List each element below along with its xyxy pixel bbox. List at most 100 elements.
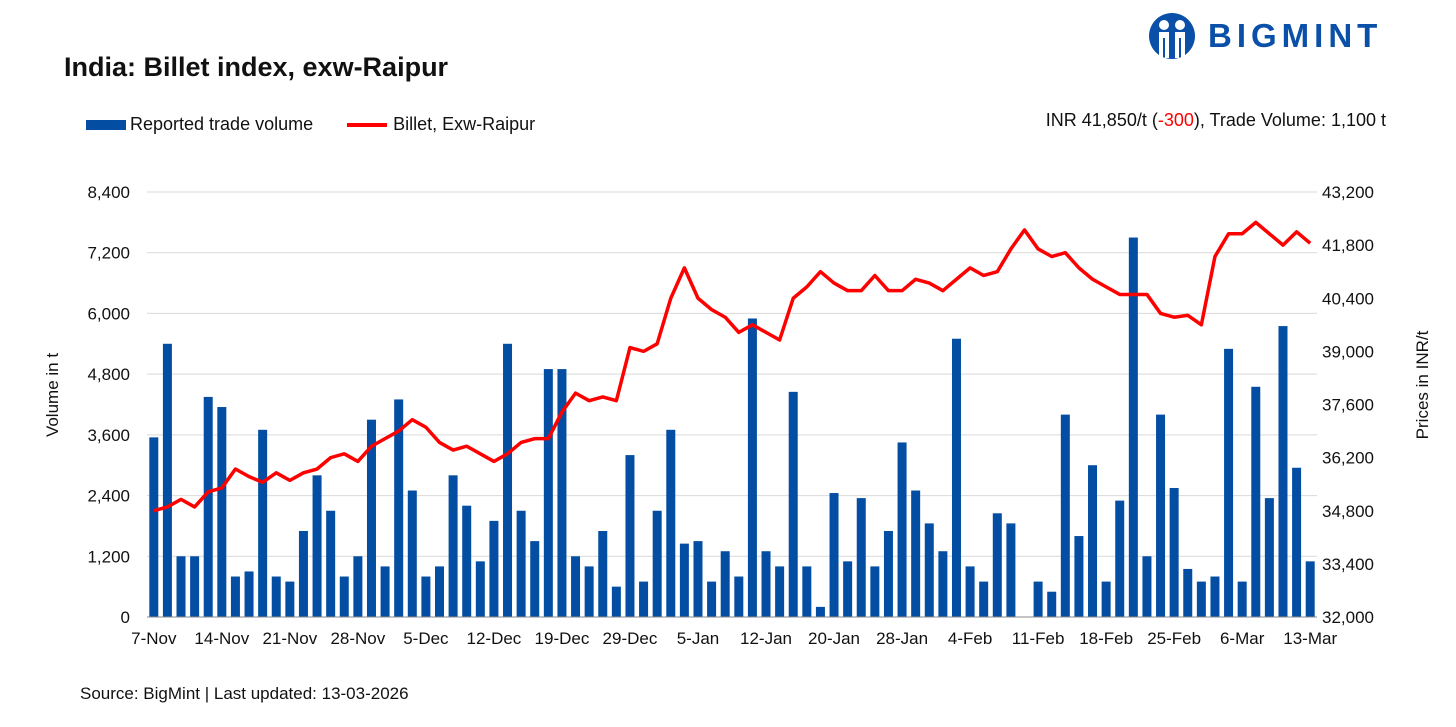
volume-bar	[625, 455, 635, 617]
y2-tick-label: 37,600	[1322, 396, 1374, 415]
volume-bar	[366, 419, 376, 617]
volume-bar	[1224, 348, 1234, 617]
volume-bar	[1156, 414, 1166, 617]
volume-bar	[1006, 523, 1016, 617]
volume-bar	[815, 606, 825, 617]
volume-bar	[475, 561, 485, 617]
y2-tick-label: 43,200	[1322, 183, 1374, 202]
y-axis-label: Volume in t	[43, 353, 62, 437]
volume-bar	[911, 490, 921, 617]
x-tick-label: 21-Nov	[262, 629, 317, 648]
volume-bar	[666, 429, 676, 617]
volume-bar	[298, 530, 308, 617]
y-tick-label: 1,200	[87, 547, 130, 566]
volume-bar	[1210, 576, 1220, 617]
x-tick-label: 28-Jan	[876, 629, 928, 648]
volume-bar	[230, 576, 240, 617]
volume-bar	[244, 571, 254, 617]
volume-bar	[176, 556, 186, 617]
y-tick-label: 6,000	[87, 304, 130, 323]
volume-bar	[1183, 568, 1193, 617]
volume-bar	[1251, 386, 1261, 617]
x-tick-label: 28-Nov	[330, 629, 385, 648]
legend: Reported trade volume Billet, Exw-Raipur	[86, 114, 535, 135]
x-tick-label: 20-Jan	[808, 629, 860, 648]
volume-bar	[162, 343, 172, 617]
volume-bar	[217, 407, 227, 617]
y2-axis-label: Prices in INR/t	[1413, 330, 1432, 439]
volume-bar	[394, 399, 404, 617]
price-summary: INR 41,850/t (-300), Trade Volume: 1,100…	[1046, 110, 1386, 131]
x-tick-label: 14-Nov	[194, 629, 249, 648]
volume-bar	[679, 543, 689, 617]
volume-bar	[802, 566, 812, 617]
x-tick-label: 7-Nov	[131, 629, 177, 648]
volume-bar	[1196, 581, 1206, 617]
volume-bar	[611, 586, 621, 617]
volume-bar	[707, 581, 717, 617]
volume-bar	[530, 541, 540, 617]
volume-bar	[339, 576, 349, 617]
volume-bar	[258, 429, 268, 617]
y2-tick-label: 36,200	[1322, 449, 1374, 468]
volume-bar	[1101, 581, 1111, 617]
x-tick-label: 5-Jan	[677, 629, 720, 648]
volume-bar	[407, 490, 417, 617]
volume-bar	[1088, 465, 1098, 617]
x-tick-label: 5-Dec	[403, 629, 449, 648]
volume-bar	[761, 551, 771, 617]
summary-prefix: INR 41,850/t (	[1045, 110, 1158, 130]
volume-bar	[1074, 536, 1084, 617]
volume-bar	[190, 556, 200, 617]
volume-bar	[652, 510, 662, 617]
x-tick-label: 12-Dec	[467, 629, 522, 648]
x-tick-label: 6-Mar	[1220, 629, 1265, 648]
volume-bar	[285, 581, 295, 617]
x-tick-label: 12-Jan	[740, 629, 792, 648]
chart-title: India: Billet index, exw-Raipur	[64, 52, 449, 82]
volume-bar	[829, 493, 839, 617]
volume-bar	[271, 576, 281, 617]
volume-bar	[557, 369, 567, 617]
volume-bar	[149, 437, 159, 617]
logo-icon	[1149, 13, 1195, 59]
volume-bar	[1128, 237, 1138, 618]
volume-bar	[1305, 561, 1315, 617]
volume-bar	[353, 556, 363, 617]
volume-bar	[380, 566, 390, 617]
y2-tick-label: 41,800	[1322, 236, 1374, 255]
y-tick-label: 8,400	[87, 183, 130, 202]
volume-bar	[747, 318, 757, 617]
volume-bar	[938, 551, 948, 617]
volume-bar	[1169, 487, 1179, 617]
volume-bar	[598, 530, 608, 617]
y-tick-label: 4,800	[87, 365, 130, 384]
x-tick-label: 11-Feb	[1012, 629, 1065, 648]
y-tick-label: 2,400	[87, 487, 130, 506]
volume-bar	[1060, 414, 1070, 617]
x-tick-label: 18-Feb	[1079, 629, 1133, 648]
logo-text: BIGMINT	[1208, 17, 1383, 54]
x-tick-label: 19-Dec	[535, 629, 590, 648]
volume-bar	[448, 475, 458, 617]
volume-bar	[951, 338, 961, 617]
volume-bar	[693, 541, 703, 617]
y2-tick-label: 40,400	[1322, 289, 1374, 308]
volume-bar	[1115, 500, 1125, 617]
volume-bar	[965, 566, 975, 617]
source-note: Source: BigMint | Last updated: 13-03-20…	[80, 684, 409, 703]
volume-bar	[503, 343, 513, 617]
volume-bar	[312, 475, 322, 617]
volume-bar	[543, 369, 553, 617]
volume-bar	[571, 556, 581, 617]
volume-bar	[639, 581, 649, 617]
volume-bar	[720, 551, 730, 617]
volume-bar	[584, 566, 594, 617]
volume-bar	[843, 561, 853, 617]
volume-bar	[775, 566, 785, 617]
x-tick-label: 29-Dec	[603, 629, 658, 648]
volume-bar	[516, 510, 526, 617]
volume-bar	[788, 391, 798, 617]
volume-bar	[992, 513, 1002, 617]
volume-bar	[883, 530, 893, 617]
